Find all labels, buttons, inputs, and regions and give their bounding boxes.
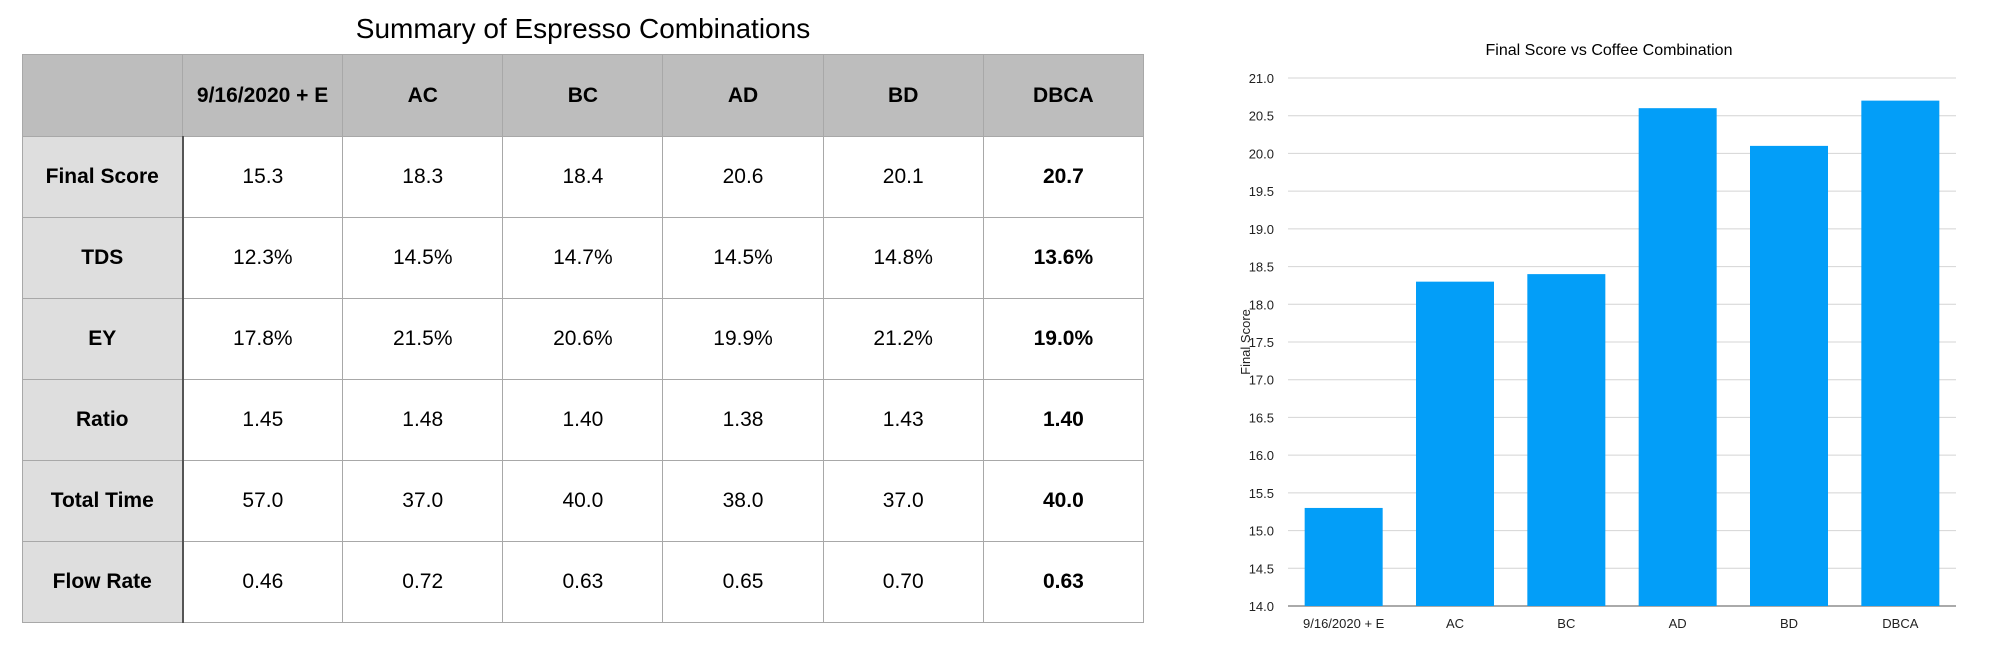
table-cell: 17.8% bbox=[181, 298, 344, 380]
row-label: Total Time bbox=[22, 460, 184, 542]
table-row: EY 17.8% 21.5% 20.6% 19.9% 21.2% 19.0% bbox=[22, 298, 1145, 380]
table-cell: 57.0 bbox=[181, 460, 344, 542]
table-cell-highlight: 1.40 bbox=[982, 379, 1145, 461]
table-header-row: 9/16/2020 + E AC BC AD BD DBCA bbox=[22, 54, 1145, 137]
table-cell: 0.63 bbox=[502, 541, 664, 623]
row-label: EY bbox=[22, 298, 184, 380]
table-cell: 1.40 bbox=[502, 379, 664, 461]
table-cell: 14.5% bbox=[342, 217, 504, 299]
table-cell: 0.72 bbox=[342, 541, 504, 623]
table-cell: 37.0 bbox=[822, 460, 984, 542]
table-cell: 1.48 bbox=[342, 379, 504, 461]
y-tick-label: 15.0 bbox=[1249, 524, 1274, 539]
x-tick-label: AD bbox=[1669, 616, 1687, 631]
y-tick-label: 17.0 bbox=[1249, 373, 1274, 388]
table-row: Flow Rate 0.46 0.72 0.63 0.65 0.70 0.63 bbox=[22, 541, 1145, 623]
table-cell: 21.5% bbox=[342, 298, 504, 380]
table-cell: 20.1 bbox=[822, 136, 984, 218]
y-tick-label: 19.5 bbox=[1249, 184, 1274, 199]
table-row: TDS 12.3% 14.5% 14.7% 14.5% 14.8% 13.6% bbox=[22, 217, 1145, 299]
row-label: TDS bbox=[22, 217, 184, 299]
table-cell: 1.43 bbox=[822, 379, 984, 461]
y-tick-label: 20.0 bbox=[1249, 146, 1274, 161]
table-cell: 20.6 bbox=[662, 136, 824, 218]
summary-table: 9/16/2020 + E AC BC AD BD DBCA Final Sco… bbox=[22, 54, 1145, 623]
y-axis-label: Final Score bbox=[1238, 309, 1253, 375]
table-title: Summary of Espresso Combinations bbox=[355, 13, 811, 44]
summary-table-panel: Summary of Espresso Combinations 9/16/20… bbox=[22, 0, 1145, 623]
table-row: Total Time 57.0 37.0 40.0 38.0 37.0 40.0 bbox=[22, 460, 1145, 542]
table-cell: 12.3% bbox=[181, 217, 344, 299]
table-cell: 19.9% bbox=[662, 298, 824, 380]
row-label: Flow Rate bbox=[22, 541, 184, 623]
table-cell-highlight: 20.7 bbox=[982, 136, 1145, 218]
column-header: BD bbox=[822, 54, 984, 137]
table-cell: 1.38 bbox=[662, 379, 824, 461]
bar bbox=[1861, 100, 1940, 606]
table-row: Ratio 1.45 1.48 1.40 1.38 1.43 1.40 bbox=[22, 379, 1145, 461]
y-tick-label: 14.0 bbox=[1249, 599, 1274, 614]
table-cell: 14.8% bbox=[822, 217, 984, 299]
table-row: Final Score 15.3 18.3 18.4 20.6 20.1 20.… bbox=[22, 136, 1145, 218]
bar bbox=[1638, 108, 1717, 607]
column-header: BC bbox=[502, 54, 664, 137]
bar bbox=[1527, 274, 1606, 606]
bar bbox=[1416, 281, 1494, 606]
table-cell: 15.3 bbox=[181, 136, 344, 218]
table-cell: 40.0 bbox=[502, 460, 664, 542]
x-tick-label: DBCA bbox=[1882, 616, 1918, 631]
column-header: AC bbox=[342, 54, 504, 137]
y-tick-label: 16.5 bbox=[1249, 410, 1274, 425]
table-cell-highlight: 13.6% bbox=[982, 217, 1145, 299]
y-tick-label: 19.0 bbox=[1249, 222, 1274, 237]
column-header: DBCA bbox=[982, 54, 1145, 137]
table-cell: 18.3 bbox=[342, 136, 504, 218]
x-tick-label: 9/16/2020 + E bbox=[1303, 616, 1385, 631]
y-tick-label: 17.5 bbox=[1249, 335, 1274, 350]
column-header: 9/16/2020 + E bbox=[181, 54, 344, 137]
table-cell: 20.6% bbox=[502, 298, 664, 380]
x-tick-label: AC bbox=[1446, 616, 1464, 631]
y-tick-label: 20.5 bbox=[1249, 109, 1274, 124]
table-cell: 18.4 bbox=[502, 136, 664, 218]
y-tick-label: 18.0 bbox=[1249, 297, 1274, 312]
row-label: Final Score bbox=[22, 136, 184, 218]
y-tick-label: 15.5 bbox=[1249, 486, 1274, 501]
y-tick-label: 18.5 bbox=[1249, 260, 1274, 275]
bar-chart: 14.0 14.5 15.0 15.5 16.0 16.5 17.0 17.5 18.0 18.5… bbox=[1238, 71, 1956, 631]
bar bbox=[1750, 145, 1828, 606]
table-cell: 14.5% bbox=[662, 217, 824, 299]
table-cell: 0.65 bbox=[662, 541, 824, 623]
bar bbox=[1304, 507, 1383, 606]
bar-chart-panel: Final Score vs Coffee Combination 14.0 14… bbox=[1228, 30, 1990, 640]
table-cell: 0.70 bbox=[822, 541, 984, 623]
table-cell: 21.2% bbox=[822, 298, 984, 380]
chart-title: Final Score vs Coffee Combination bbox=[1485, 42, 1733, 59]
table-cell-highlight: 40.0 bbox=[982, 460, 1145, 542]
table-cell: 37.0 bbox=[342, 460, 504, 542]
x-tick-label: BC bbox=[1557, 616, 1575, 631]
column-header: AD bbox=[662, 54, 824, 137]
table-cell: 14.7% bbox=[502, 217, 664, 299]
x-tick-label: BD bbox=[1780, 616, 1798, 631]
y-tick-label: 21.0 bbox=[1249, 71, 1274, 86]
table-cell: 1.45 bbox=[181, 379, 344, 461]
table-cell: 38.0 bbox=[662, 460, 824, 542]
table-cell: 0.46 bbox=[181, 541, 344, 623]
table-cell-highlight: 19.0% bbox=[982, 298, 1145, 380]
table-corner-cell bbox=[22, 54, 183, 137]
y-tick-label: 16.0 bbox=[1249, 448, 1274, 463]
table-cell-highlight: 0.63 bbox=[982, 541, 1145, 623]
y-tick-label: 14.5 bbox=[1249, 561, 1274, 576]
row-label: Ratio bbox=[22, 379, 184, 461]
